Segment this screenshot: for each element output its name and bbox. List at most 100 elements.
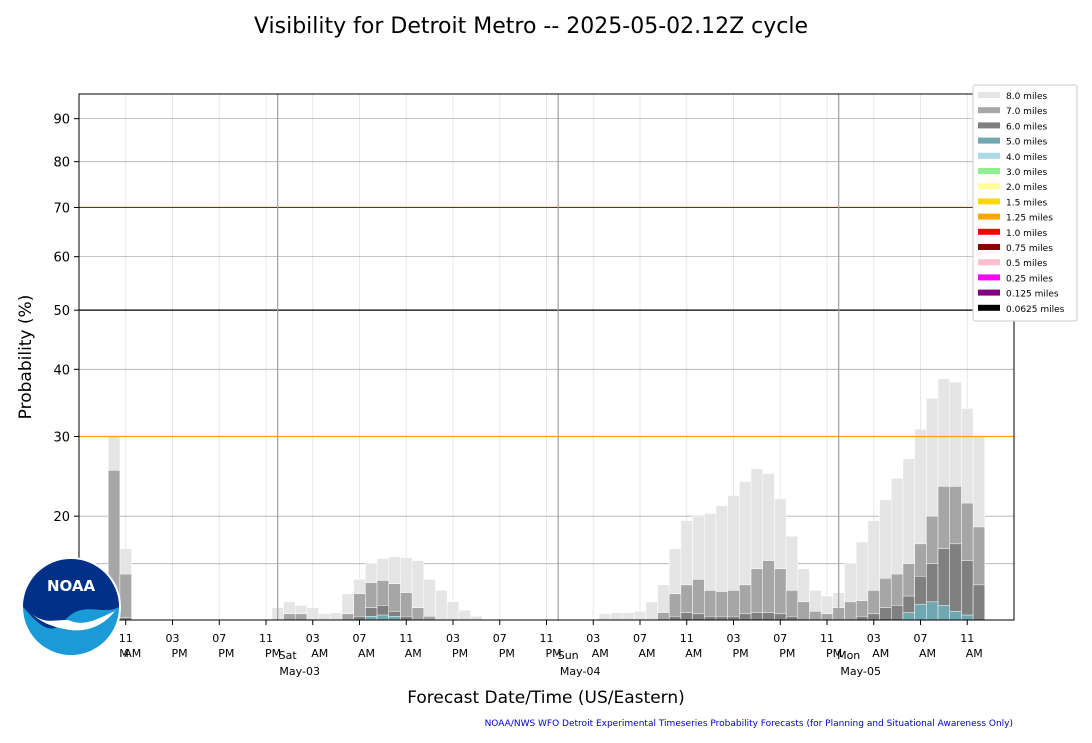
bar-6-0-miles-75 [949,543,962,621]
x-tick-time: 11 [119,632,133,645]
legend-label: 5.0 miles [1006,138,1047,148]
legend-label: 8.0 miles [1006,92,1047,102]
x-tick-time: 03 [306,632,320,645]
bar-8-0-miles-45 [598,613,612,621]
bar-6-0-miles-54 [704,616,717,621]
bar-7-0-miles-18 [283,613,296,621]
x-tick-ampm: AM [358,647,375,660]
x-tick-time: 11 [259,632,273,645]
bar-6-0-miles-58 [750,612,763,621]
legend-label: 0.125 miles [1006,290,1059,300]
legend-swatch [978,213,1000,220]
x-tick-time: 03 [446,632,460,645]
noaa-logo-text: NOAA [47,577,96,595]
x-tick-time: 11 [820,632,834,645]
x-axis-label: Forecast Date/Time (US/Eastern) [407,688,685,708]
bar-6-0-miles-51 [668,616,682,621]
bar-6-0-miles-57 [739,613,752,621]
bar-6-0-miles-59 [762,612,775,621]
x-tick-time: 07 [353,632,367,645]
bar-7-0-miles-62 [797,601,810,621]
legend-swatch [978,183,1000,190]
legend-swatch [978,228,1000,235]
bar-6-0-miles-76 [961,560,974,621]
day-weekday-label: Mon [837,649,860,662]
chart-title: Visibility for Detroit Metro -- 2025-05-… [254,14,808,39]
bar-6-0-miles-61 [785,616,799,621]
legend: 8.0 miles 7.0 miles 6.0 miles 5.0 miles 4.0 … [972,84,1078,322]
bar-8-0-miles-33 [458,609,471,621]
legend-label: 0.75 miles [1006,244,1053,254]
x-tick-ampm: AM [311,647,328,660]
bar-6-0-miles-28 [400,616,413,621]
bar-8-0-miles-20 [306,607,319,621]
x-tick-time: 07 [773,632,787,645]
bar-8-0-miles-31 [435,590,448,621]
day-date-label: May-03 [279,665,320,678]
legend-swatch [978,304,1000,311]
x-tick-time: 11 [540,632,554,645]
legend-label: 2.0 miles [1006,183,1047,193]
bar-5-0-miles-74 [937,605,950,621]
bar-5-0-miles-26 [376,614,389,621]
x-tick-time: 03 [586,632,600,645]
legend-label: 0.25 miles [1006,274,1053,284]
x-tick-partial-label: M [119,647,129,660]
bar-7-0-miles-55 [715,591,728,621]
day-weekday-label: Sat [279,649,298,662]
bar-7-0-miles-50 [657,612,670,621]
plot-area: 20 30 40 50 60 70 80 90 11 AM 03 PM 07 PM 11 PM 03 AM 07 AM… [53,93,1015,678]
bar-8-0-miles-30 [423,579,436,621]
bar-5-0-miles-75 [949,611,962,621]
y-tick-label: 80 [53,156,70,171]
bar-5-0-miles-76 [961,614,974,621]
bar-8-0-miles-34 [470,616,483,621]
bar-7-0-miles-4 [119,573,132,621]
x-tick-ampm: PM [218,647,234,660]
legend-label: 1.25 miles [1006,214,1053,224]
x-tick-ampm: PM [499,647,515,660]
legend-label: 0.5 miles [1006,259,1047,269]
bar-8-0-miles-21 [318,613,331,621]
bar-6-0-miles-67 [855,616,869,621]
bar-6-0-miles-70 [891,605,904,621]
legend-label: 1.5 miles [1006,198,1047,208]
y-tick-label: 60 [53,251,70,266]
y-tick-label: 50 [53,304,70,319]
y-tick-label: 70 [53,201,70,216]
footnote: NOAA/NWS WFO Detroit Experimental Timese… [485,719,1013,729]
day-date-label: May-05 [840,665,881,678]
bar-6-0-miles-56 [727,616,740,621]
bar-6-0-miles-52 [680,612,693,621]
bar-7-0-miles-60 [774,568,787,621]
x-tick-time: 03 [867,632,881,645]
y-axis-label: Probability (%) [16,295,36,420]
legend-label: 4.0 miles [1006,153,1047,163]
bar-8-0-miles-46 [610,612,623,621]
bar-6-0-miles-60 [774,613,787,621]
x-tick-ampm: AM [638,647,655,660]
y-tick-label: 30 [53,430,70,445]
legend-swatch [978,122,1000,129]
legend-swatch [978,168,1000,174]
legend-swatch [978,274,1000,281]
legend-label: 0.0625 miles [1006,305,1065,315]
bar-6-0-miles-68 [867,613,880,621]
bar-8-0-miles-49 [645,601,658,621]
bar-7-0-miles-58 [750,568,763,621]
legend-label: 1.0 miles [1006,229,1047,239]
x-tick-time: 03 [166,632,180,645]
x-tick-ampm: PM [265,647,281,660]
x-tick-ampm: AM [685,647,702,660]
noaa-logo-bird-icon [23,559,119,629]
bar-7-0-miles-30 [423,616,436,621]
bar-7-0-miles-64 [820,613,834,621]
legend-swatch [978,289,1000,296]
bar-7-0-miles-23 [341,613,354,621]
x-tick-ampm: AM [592,647,609,660]
bar-7-0-miles-63 [809,611,822,621]
legend-swatch [978,244,1000,250]
legend-swatch [978,198,1000,205]
y-tick-label: 20 [53,510,70,525]
